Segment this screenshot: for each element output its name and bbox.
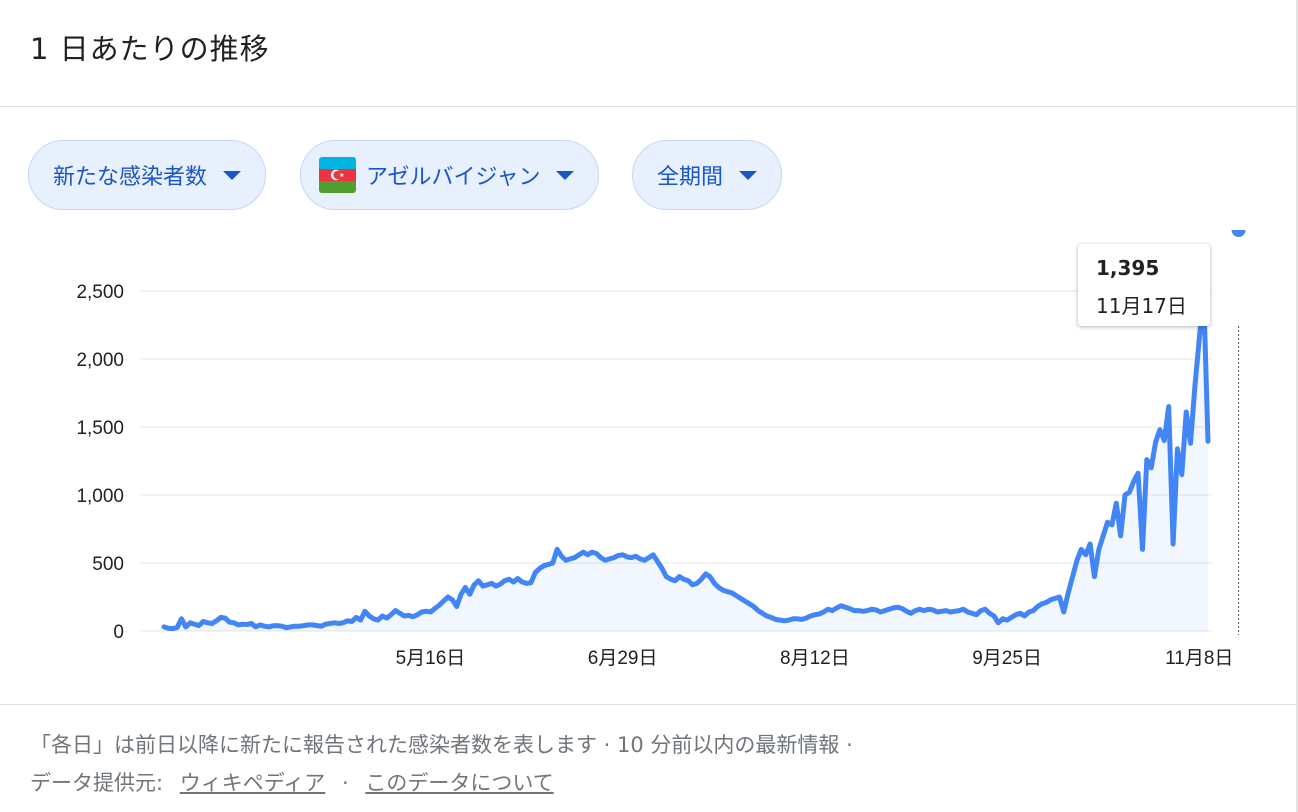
- daily-cases-chart[interactable]: 0 500 1,000 1,500 2,000 2,500 5月16日 6月29日 8月12日…: [0, 230, 1298, 680]
- caret-down-icon: [556, 170, 575, 180]
- footer-note: 「各日」は前日以降に新たに報告された感染者数を表します · 10 分前以内の最新…: [30, 733, 853, 757]
- x-tick-label: 6月29日: [588, 648, 658, 669]
- selected-point-marker[interactable]: [1231, 230, 1246, 237]
- x-tick-label: 8月12日: [780, 648, 850, 669]
- y-tick-label: 0: [113, 622, 124, 643]
- caret-down-icon: [223, 170, 242, 180]
- x-tick-label: 11月8日: [1165, 648, 1233, 669]
- y-tick-label: 1,500: [76, 418, 124, 439]
- title-divider: [0, 106, 1296, 107]
- series-area: [164, 291, 1208, 631]
- y-tick-label: 1,000: [76, 486, 124, 507]
- footer: 「各日」は前日以降に新たに報告された感染者数を表します · 10 分前以内の最新…: [30, 726, 853, 802]
- y-tick-label: 500: [92, 554, 124, 575]
- x-tick-label: 5月16日: [396, 648, 466, 669]
- y-tick-label: 2,000: [76, 350, 124, 371]
- wikipedia-link[interactable]: ウィキペディア: [179, 771, 326, 795]
- tooltip-date: 11月17日: [1096, 294, 1187, 318]
- footer-separator: ·: [341, 771, 349, 795]
- country-dropdown[interactable]: アゼルバイジャン: [300, 140, 600, 210]
- about-data-link[interactable]: このデータについて: [365, 771, 554, 795]
- x-tick-label: 9月25日: [972, 648, 1042, 669]
- metric-dropdown-label: 新たな感染者数: [53, 165, 208, 190]
- caret-down-icon: [739, 170, 758, 180]
- metric-dropdown[interactable]: 新たな感染者数: [28, 140, 267, 210]
- page-title: 1 日あたりの推移: [30, 32, 270, 66]
- y-tick-label: 2,500: [76, 282, 124, 303]
- period-dropdown[interactable]: 全期間: [632, 140, 783, 210]
- footer-divider: [0, 704, 1296, 705]
- period-dropdown-label: 全期間: [657, 165, 724, 190]
- source-prefix: データ提供元:: [30, 771, 164, 795]
- country-dropdown-label: アゼルバイジャン: [366, 165, 541, 190]
- azerbaijan-flag-icon: [319, 157, 356, 193]
- series-line: [161, 288, 1211, 632]
- footer-source-line: データ提供元: ウィキペディア · このデータについて: [30, 764, 853, 802]
- data-tooltip: 1,395 11月17日: [1078, 244, 1210, 326]
- tooltip-value: 1,395: [1096, 256, 1160, 280]
- card-border: [1296, 0, 1298, 812]
